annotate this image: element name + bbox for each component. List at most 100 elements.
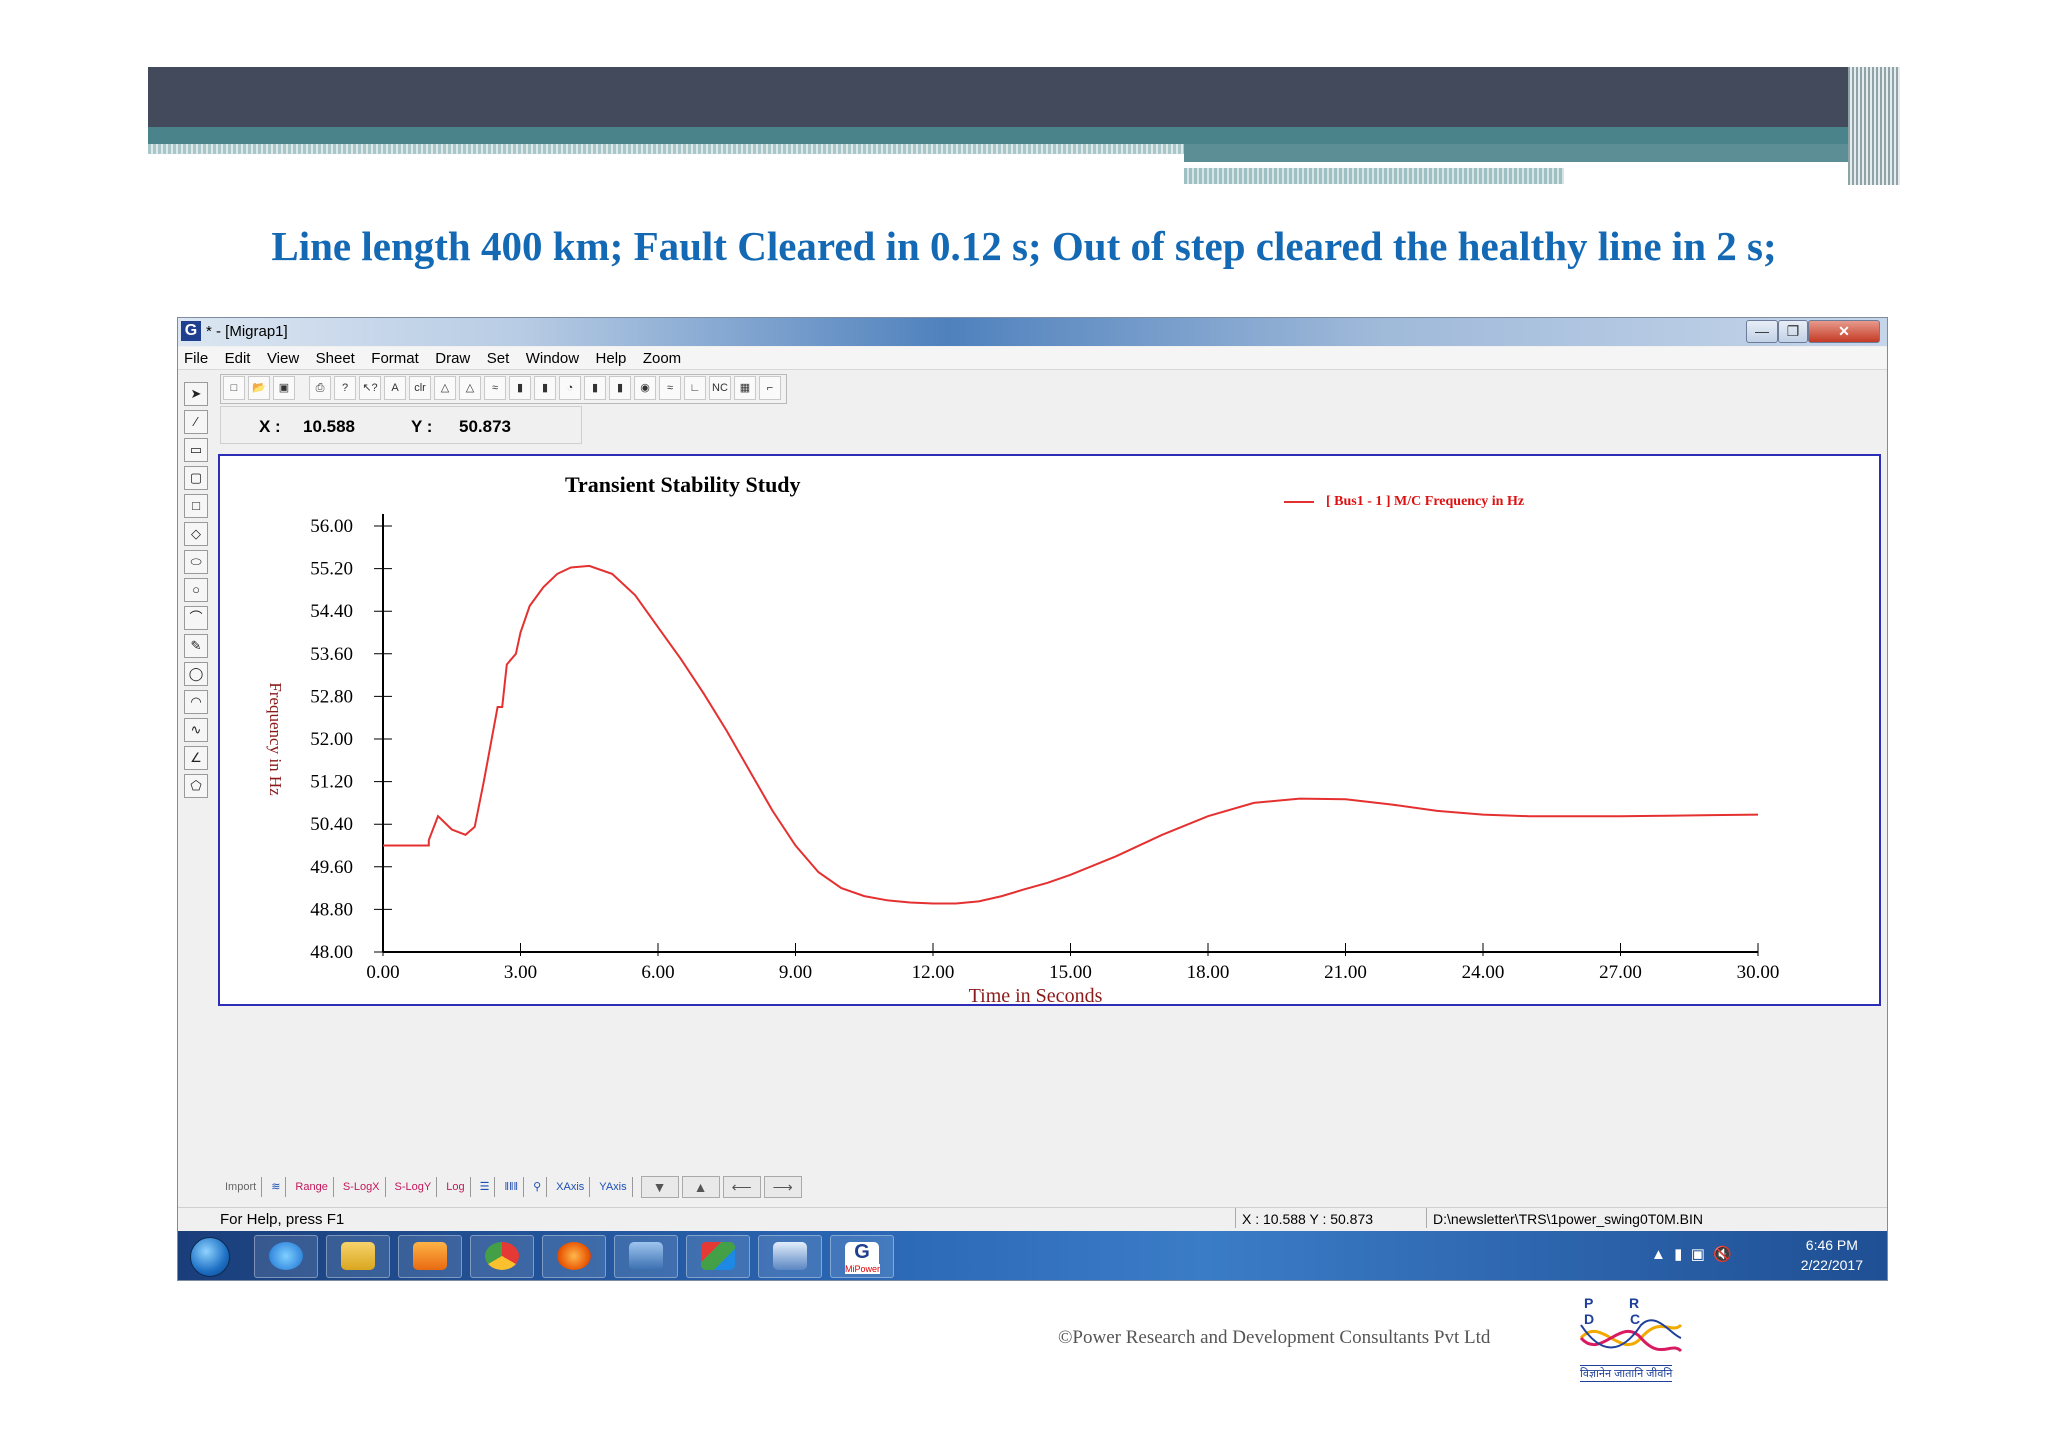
area-chart-alt-icon[interactable]: △ (459, 376, 481, 400)
cube-app-icon[interactable] (686, 1235, 750, 1278)
plot-area[interactable]: Transient Stability Study [ Bus1 - 1 ] M… (218, 454, 1881, 1006)
bar-chart-alt-icon[interactable]: ▮ (534, 376, 556, 400)
nc-icon[interactable]: NC (709, 376, 731, 400)
square-tool-icon[interactable]: □ (184, 494, 208, 518)
open-folder-icon[interactable]: 📂 (248, 376, 270, 400)
slide-banner (148, 67, 1900, 187)
banner-stripe (148, 144, 1184, 154)
donut-chart-icon[interactable]: ◉ (634, 376, 656, 400)
about-icon[interactable]: ? (334, 376, 356, 400)
rectangle-tool-icon[interactable]: ▭ (184, 438, 208, 462)
area-chart-icon[interactable]: △ (434, 376, 456, 400)
semilog-y-button[interactable]: S-LogY (390, 1177, 438, 1197)
rounded-rectangle-tool-icon[interactable]: ▢ (184, 466, 208, 490)
ellipse-tool-icon[interactable]: ⬭ (184, 550, 208, 574)
stacked-bar-alt-icon[interactable]: ▮ (609, 376, 631, 400)
menu-file[interactable]: File (184, 350, 209, 367)
new-file-icon[interactable]: □ (223, 376, 245, 400)
semicircle-tool-icon[interactable]: ◠ (184, 690, 208, 714)
vertical-grid-icon[interactable]: ‖‖‖ (499, 1177, 525, 1197)
horizontal-grid-icon[interactable]: ☰ (475, 1177, 496, 1197)
clear-icon[interactable]: clr (409, 376, 431, 400)
maximize-button[interactable]: ❐ (1778, 320, 1808, 343)
window-titlebar[interactable]: G * - [Migrap1] — ❐ ✕ (178, 318, 1887, 346)
y-axis-button[interactable]: YAxis (594, 1177, 633, 1197)
polyline-tool-icon[interactable]: ∠ (184, 746, 208, 770)
menu-view[interactable]: View (266, 350, 300, 367)
print-icon[interactable]: ⎙ (309, 376, 331, 400)
context-help-icon[interactable]: ↖? (359, 376, 381, 400)
arrow-right-icon[interactable]: ⟶ (763, 1176, 802, 1198)
start-button[interactable] (190, 1237, 230, 1277)
menu-zoom[interactable]: Zoom (642, 350, 682, 367)
logo-tagline: विज्ञानेन जातानि जीवनि (1580, 1365, 1673, 1382)
wave-tool-icon[interactable]: ∿ (184, 718, 208, 742)
y-tick-label: 51.20 (310, 772, 353, 793)
chrome-icon[interactable] (470, 1235, 534, 1278)
circle-tool-icon[interactable]: ○ (184, 578, 208, 602)
arrow-up-icon[interactable]: ▲ (681, 1176, 720, 1198)
drawing-toolbox: ➤ ∕ ▭ ▢ □ ◇ ⬭ ○ ⌒ ✎ ◯ ◠ ∿ ∠ ⬠ (184, 382, 208, 802)
banner-grid-pattern (1848, 67, 1900, 185)
tower-app-icon[interactable] (758, 1235, 822, 1278)
minimize-button[interactable]: — (1746, 320, 1778, 343)
y-tick-label: 53.60 (310, 644, 353, 665)
system-clock[interactable]: 6:46 PM 2/22/2017 (1801, 1235, 1863, 1275)
curve-icon[interactable]: ≋ (266, 1177, 287, 1197)
menu-help[interactable]: Help (595, 350, 627, 367)
blank-axis-icon[interactable]: ∟ (684, 376, 706, 400)
status-help-text: For Help, press F1 (220, 1211, 345, 1228)
internet-explorer-icon[interactable] (254, 1235, 318, 1278)
status-file-path: D:\newsletter\TRS\1power_swing0T0M.BIN (1426, 1208, 1853, 1228)
pencil-tool-icon[interactable]: ✎ (184, 634, 208, 658)
x-tick-label: 9.00 (779, 962, 812, 983)
log-button[interactable]: Log (441, 1177, 471, 1197)
import-button[interactable]: Import (220, 1177, 263, 1197)
stacked-bar-icon[interactable]: ▮ (584, 376, 606, 400)
x-tick-label: 12.00 (912, 962, 955, 983)
legend-label: [ Bus1 - 1 ] M/C Frequency in Hz (1326, 494, 1525, 509)
mipower-icon[interactable]: G MiPower (830, 1235, 894, 1278)
menu-format[interactable]: Format (371, 350, 419, 367)
step-line-icon[interactable]: ⌐ (759, 376, 781, 400)
logo-waves-icon (1579, 1319, 1683, 1353)
spreadsheet-icon[interactable]: ▦ (734, 376, 756, 400)
window-title: * - [Migrap1] (206, 323, 288, 340)
x-tick-label: 15.00 (1049, 962, 1092, 983)
line-tool-icon[interactable]: ∕ (184, 410, 208, 434)
arrow-left-icon[interactable]: ⟵ (722, 1176, 761, 1198)
text-icon[interactable]: A (384, 376, 406, 400)
save-icon[interactable]: ▣ (273, 376, 295, 400)
polygon-tool-icon[interactable]: ⬠ (184, 774, 208, 798)
network-tool-icon[interactable] (614, 1235, 678, 1278)
windows-taskbar: G MiPower ▲ ▮ ▣ 🔇 6:46 PM 2/22/2017 (178, 1231, 1887, 1280)
menu-set[interactable]: Set (486, 350, 510, 367)
y-tick-label: 55.20 (310, 559, 353, 580)
range-button[interactable]: Range (290, 1177, 334, 1197)
arc-tool-icon[interactable]: ⌒ (184, 606, 208, 630)
pointer-icon[interactable]: ➤ (184, 382, 208, 406)
shield-tool-icon[interactable]: ◯ (184, 662, 208, 686)
menu-window[interactable]: Window (525, 350, 580, 367)
multi-line-icon[interactable]: ≈ (659, 376, 681, 400)
file-explorer-icon[interactable] (326, 1235, 390, 1278)
x-axis-button[interactable]: XAxis (551, 1177, 591, 1197)
zoom-icon[interactable]: ⚲ (528, 1177, 548, 1197)
bar-chart-icon[interactable]: ▮ (509, 376, 531, 400)
arrow-down-icon[interactable]: ▼ (640, 1176, 679, 1198)
line-chart-icon[interactable]: ≈ (484, 376, 506, 400)
semilog-x-button[interactable]: S-LogX (338, 1177, 386, 1197)
app-logo-icon: G (181, 321, 201, 341)
pie-chart-icon[interactable]: ◔ (559, 376, 581, 400)
menu-edit[interactable]: Edit (224, 350, 251, 367)
firefox-icon[interactable] (542, 1235, 606, 1278)
banner-stripe (1184, 168, 1564, 184)
menu-draw[interactable]: Draw (435, 350, 471, 367)
system-tray-icons[interactable]: ▲ ▮ ▣ 🔇 (1651, 1246, 1732, 1263)
menu-sheet[interactable]: Sheet (315, 350, 355, 367)
media-player-icon[interactable] (398, 1235, 462, 1278)
prdc-logo: P R D C विज्ञानेन जातानि जीवनि (1576, 1295, 1686, 1385)
close-button[interactable]: ✕ (1808, 320, 1880, 343)
diamond-tool-icon[interactable]: ◇ (184, 522, 208, 546)
y-axis-label: Frequency in Hz (266, 682, 285, 796)
